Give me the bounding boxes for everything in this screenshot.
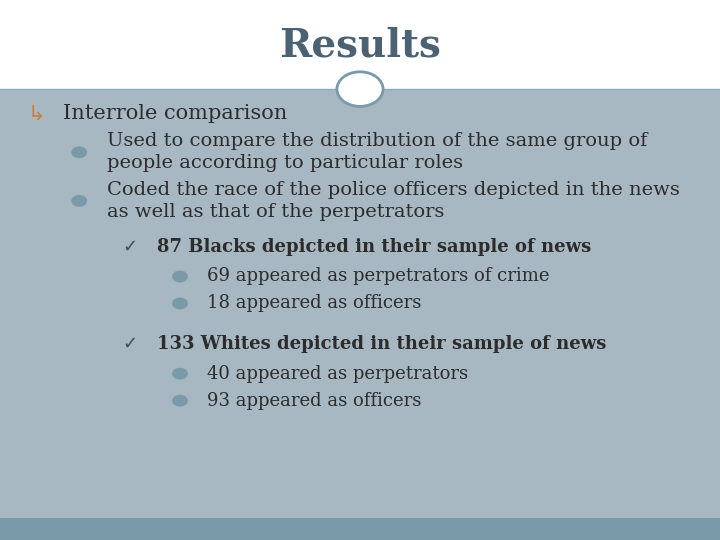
- Text: 93 appeared as officers: 93 appeared as officers: [207, 392, 422, 410]
- Text: 40 appeared as perpetrators: 40 appeared as perpetrators: [207, 364, 469, 383]
- Text: ✓: ✓: [122, 238, 138, 256]
- Circle shape: [71, 146, 87, 158]
- FancyBboxPatch shape: [0, 89, 720, 518]
- Circle shape: [337, 72, 383, 106]
- Circle shape: [172, 395, 188, 407]
- Text: ↳: ↳: [27, 103, 45, 124]
- Text: Coded the race of the police officers depicted in the news
as well as that of th: Coded the race of the police officers de…: [107, 181, 680, 221]
- FancyBboxPatch shape: [0, 518, 720, 540]
- Circle shape: [71, 195, 87, 207]
- Text: 133 Whites depicted in their sample of news: 133 Whites depicted in their sample of n…: [157, 335, 606, 353]
- Circle shape: [172, 271, 188, 282]
- Text: Results: Results: [279, 27, 441, 65]
- Circle shape: [172, 298, 188, 309]
- Text: 18 appeared as officers: 18 appeared as officers: [207, 294, 422, 313]
- Text: Interrole comparison: Interrole comparison: [63, 104, 287, 123]
- Circle shape: [172, 368, 188, 380]
- Text: 87 Blacks depicted in their sample of news: 87 Blacks depicted in their sample of ne…: [157, 238, 591, 256]
- Text: Used to compare the distribution of the same group of
people according to partic: Used to compare the distribution of the …: [107, 132, 647, 172]
- FancyBboxPatch shape: [0, 0, 720, 89]
- Text: 69 appeared as perpetrators of crime: 69 appeared as perpetrators of crime: [207, 267, 550, 286]
- Text: ✓: ✓: [122, 335, 138, 353]
